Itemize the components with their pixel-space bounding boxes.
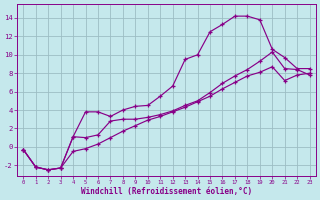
X-axis label: Windchill (Refroidissement éolien,°C): Windchill (Refroidissement éolien,°C) bbox=[81, 187, 252, 196]
